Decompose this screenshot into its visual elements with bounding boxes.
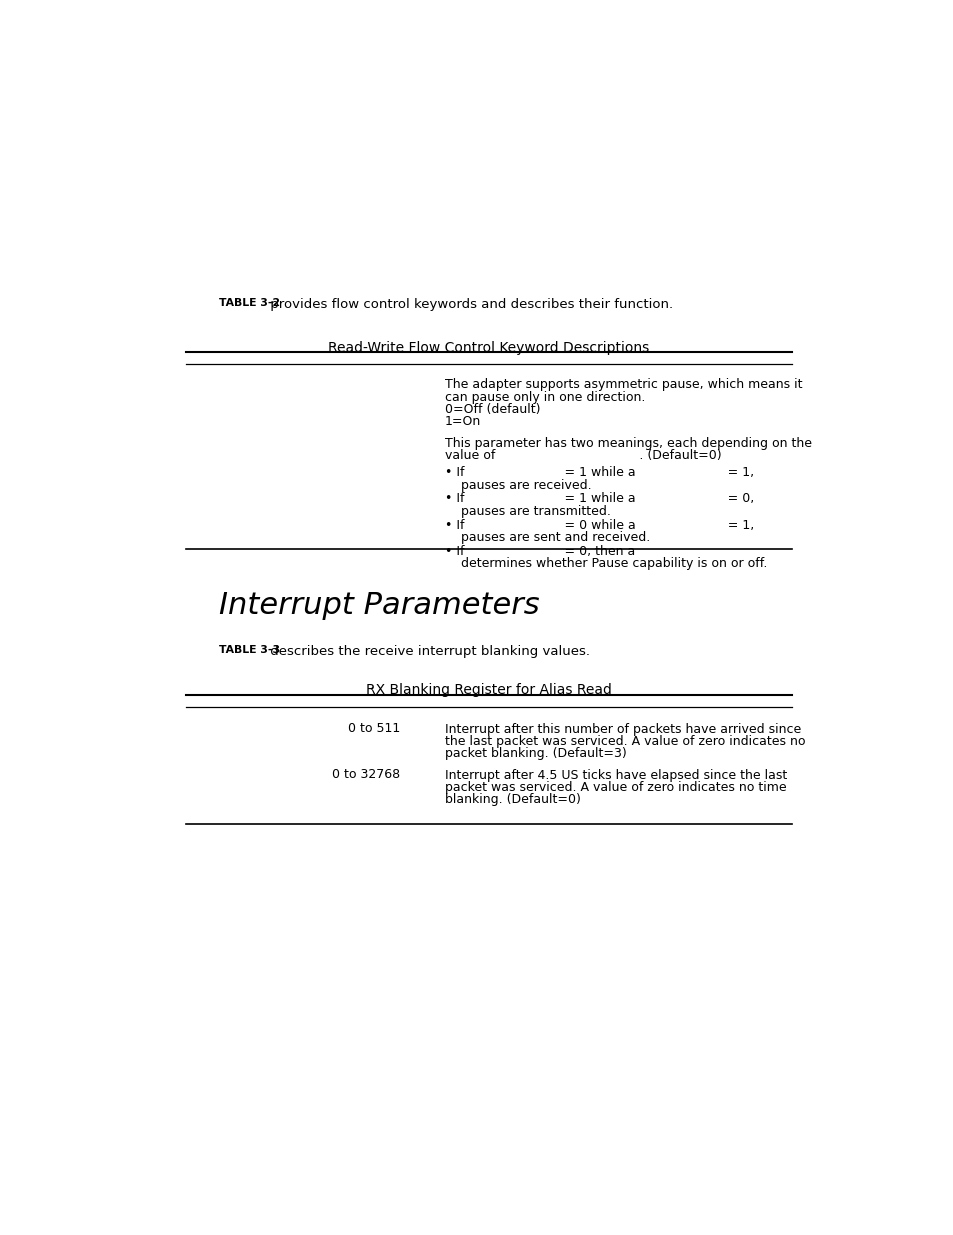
Text: • If                         = 0 while a                       = 1,: • If = 0 while a = 1, — [444, 519, 753, 531]
Text: pauses are sent and received.: pauses are sent and received. — [444, 531, 649, 543]
Text: 0 to 32768: 0 to 32768 — [332, 768, 400, 782]
Text: TABLE 3-2: TABLE 3-2 — [219, 299, 280, 309]
Text: • If                         = 0, then a: • If = 0, then a — [444, 545, 634, 558]
Text: • If                         = 1 while a                       = 0,: • If = 1 while a = 0, — [444, 493, 753, 505]
Text: packet was serviced. A value of zero indicates no time: packet was serviced. A value of zero ind… — [444, 782, 785, 794]
Text: pauses are received.: pauses are received. — [444, 478, 591, 492]
Text: the last packet was serviced. A value of zero indicates no: the last packet was serviced. A value of… — [444, 735, 804, 748]
Text: 1=On: 1=On — [444, 415, 480, 429]
Text: • If                         = 1 while a                       = 1,: • If = 1 while a = 1, — [444, 466, 753, 479]
Text: Read-Write Flow Control Keyword Descriptions: Read-Write Flow Control Keyword Descript… — [328, 341, 649, 354]
Text: 0 to 511: 0 to 511 — [348, 722, 400, 735]
Text: provides flow control keywords and describes their function.: provides flow control keywords and descr… — [265, 299, 672, 311]
Text: TABLE 3-3: TABLE 3-3 — [219, 645, 280, 655]
Text: Interrupt after this number of packets have arrived since: Interrupt after this number of packets h… — [444, 722, 800, 736]
Text: value of                                    . (Default=0): value of . (Default=0) — [444, 450, 720, 462]
Text: blanking. (Default=0): blanking. (Default=0) — [444, 793, 579, 806]
Text: This parameter has two meanings, each depending on the: This parameter has two meanings, each de… — [444, 437, 811, 450]
Text: determines whether Pause capability is on or off.: determines whether Pause capability is o… — [444, 557, 766, 571]
Text: describes the receive interrupt blanking values.: describes the receive interrupt blanking… — [265, 645, 589, 658]
Text: can pause only in one direction.: can pause only in one direction. — [444, 390, 644, 404]
Text: packet blanking. (Default=3): packet blanking. (Default=3) — [444, 747, 626, 761]
Text: RX Blanking Register for Alias Read: RX Blanking Register for Alias Read — [366, 683, 611, 698]
Text: Interrupt Parameters: Interrupt Parameters — [219, 592, 539, 620]
Text: Interrupt after 4.5 US ticks have elapsed since the last: Interrupt after 4.5 US ticks have elapse… — [444, 769, 786, 782]
Text: pauses are transmitted.: pauses are transmitted. — [444, 505, 610, 517]
Text: The adapter supports asymmetric pause, which means it: The adapter supports asymmetric pause, w… — [444, 378, 801, 391]
Text: 0=Off (default): 0=Off (default) — [444, 403, 539, 416]
